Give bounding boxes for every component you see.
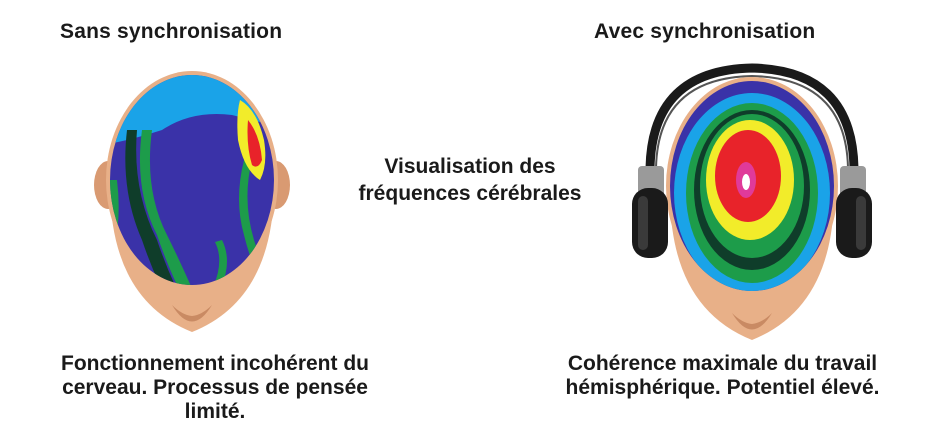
right-caption: Cohérence maximale du travail hémisphéri… xyxy=(510,352,935,400)
left-caption-line-2: cerveau. Processus de pensée xyxy=(62,376,368,399)
right-caption-line-1: Cohérence maximale du travail xyxy=(567,352,878,375)
head-without-sync xyxy=(94,71,290,332)
left-caption-line-3: limité. xyxy=(184,400,246,423)
right-caption-line-2: hémisphérique. Potentiel élevé. xyxy=(565,376,880,399)
headphone-band xyxy=(645,63,859,169)
center-line-2: fréquences cérébrales xyxy=(358,182,582,205)
green-band-right xyxy=(239,160,272,285)
headphone-left-cup xyxy=(632,166,668,258)
green-band-left xyxy=(125,130,182,285)
headphone-right-cup xyxy=(836,166,872,258)
left-caption: Fonctionnement incohérent du cerveau. Pr… xyxy=(20,352,410,424)
head-with-sync xyxy=(632,63,872,340)
center-label: Visualisation des fréquences cérébrales xyxy=(310,153,630,207)
right-title: Avec synchronisation xyxy=(594,20,816,43)
left-caption-line-1: Fonctionnement incohérent du xyxy=(61,352,369,375)
nose-shape xyxy=(172,305,212,322)
center-line-1: Visualisation des xyxy=(384,155,556,178)
left-title: Sans synchronisation xyxy=(60,20,283,43)
nose-shape xyxy=(732,313,772,330)
